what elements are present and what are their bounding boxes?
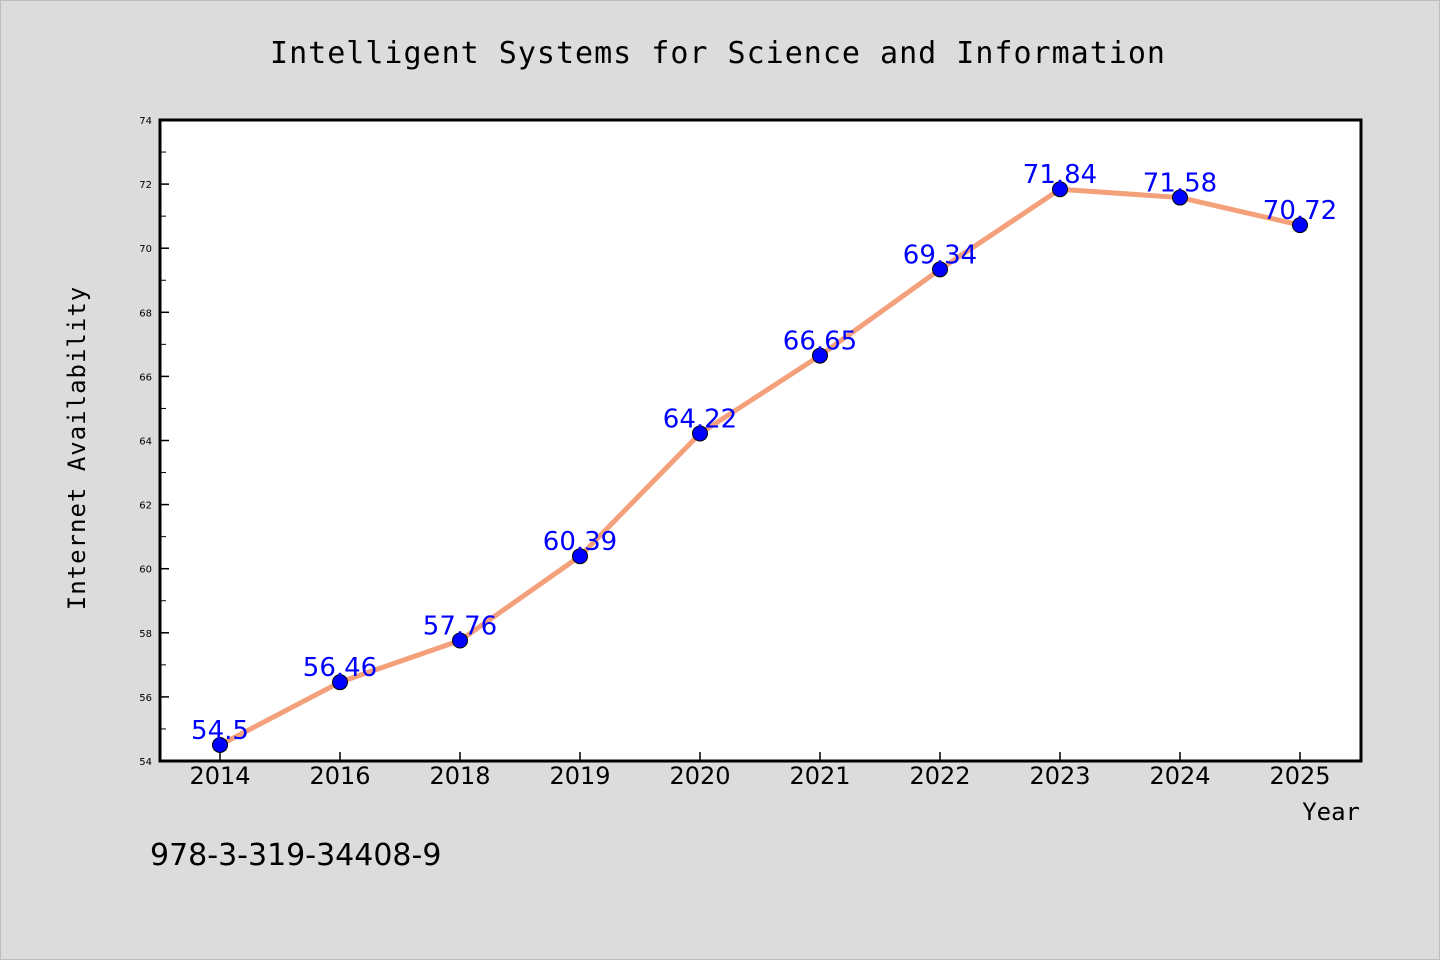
data-point	[332, 674, 348, 691]
y-tick-label: 66	[139, 372, 152, 383]
y-tick-label: 64	[139, 437, 152, 448]
y-tick-label: 70	[139, 244, 152, 255]
data-label: 64.22	[663, 404, 737, 434]
x-tick-label: 2019	[549, 762, 610, 790]
y-tick-label: 62	[139, 501, 152, 512]
plot-area	[158, 118, 1363, 763]
y-tick-label: 54	[139, 757, 152, 768]
x-tick-label: 2014	[189, 762, 250, 790]
x-axis-ticks: 2014 2016 2018 2019 2020 2021 2022 2023 2024 2025	[189, 752, 1331, 790]
data-label: 70.72	[1263, 196, 1337, 226]
data-label: 54.5	[191, 716, 249, 746]
x-tick-label: 2025	[1269, 762, 1330, 790]
y-tick-label: 60	[139, 565, 152, 576]
x-tick-label: 2024	[1149, 762, 1210, 790]
data-label: 60.39	[543, 527, 617, 557]
data-point	[452, 632, 468, 649]
data-label: 57.76	[423, 611, 497, 641]
data-point	[692, 425, 708, 442]
isbn-annotation: 978-3-319-34408-9	[150, 838, 441, 873]
x-tick-label: 2021	[789, 762, 850, 790]
data-point	[572, 548, 588, 565]
data-point	[1292, 217, 1308, 234]
y-tick-label: 58	[139, 629, 152, 640]
y-tick-label: 68	[139, 308, 152, 319]
data-point	[812, 347, 828, 364]
y-tick-label: 72	[139, 180, 152, 191]
x-axis-label: Year	[1302, 798, 1360, 826]
data-label: 69.34	[903, 240, 977, 270]
data-point	[932, 261, 948, 278]
series-markers	[212, 181, 1308, 753]
x-tick-label: 2023	[1029, 762, 1090, 790]
y-axis-label: Internet Availability	[63, 286, 91, 610]
chart-title: Intelligent Systems for Science and Info…	[270, 36, 1166, 71]
y-tick-label: 74	[139, 116, 152, 127]
series-line	[217, 186, 1303, 748]
data-label: 66.65	[783, 327, 857, 357]
y-tick-label: 56	[139, 693, 152, 704]
data-label: 56.46	[303, 653, 377, 683]
data-label: 71.58	[1143, 169, 1217, 199]
x-tick-label: 2016	[309, 762, 370, 790]
data-point	[1052, 181, 1068, 198]
data-labels: 54.5 56.46 57.76 60.39 64.22 66.65 69.34 71.84 7…	[191, 160, 1337, 746]
x-tick-label: 2018	[429, 762, 490, 790]
series-line-group	[217, 186, 1303, 748]
data-label: 71.84	[1023, 160, 1097, 190]
x-tick-label: 2020	[669, 762, 730, 790]
x-tick-label: 2022	[909, 762, 970, 790]
data-point	[1172, 189, 1188, 206]
data-point	[212, 736, 228, 753]
y-axis-ticks: 54 56 58 60 62 64 66 68 70 72 74	[139, 116, 169, 768]
